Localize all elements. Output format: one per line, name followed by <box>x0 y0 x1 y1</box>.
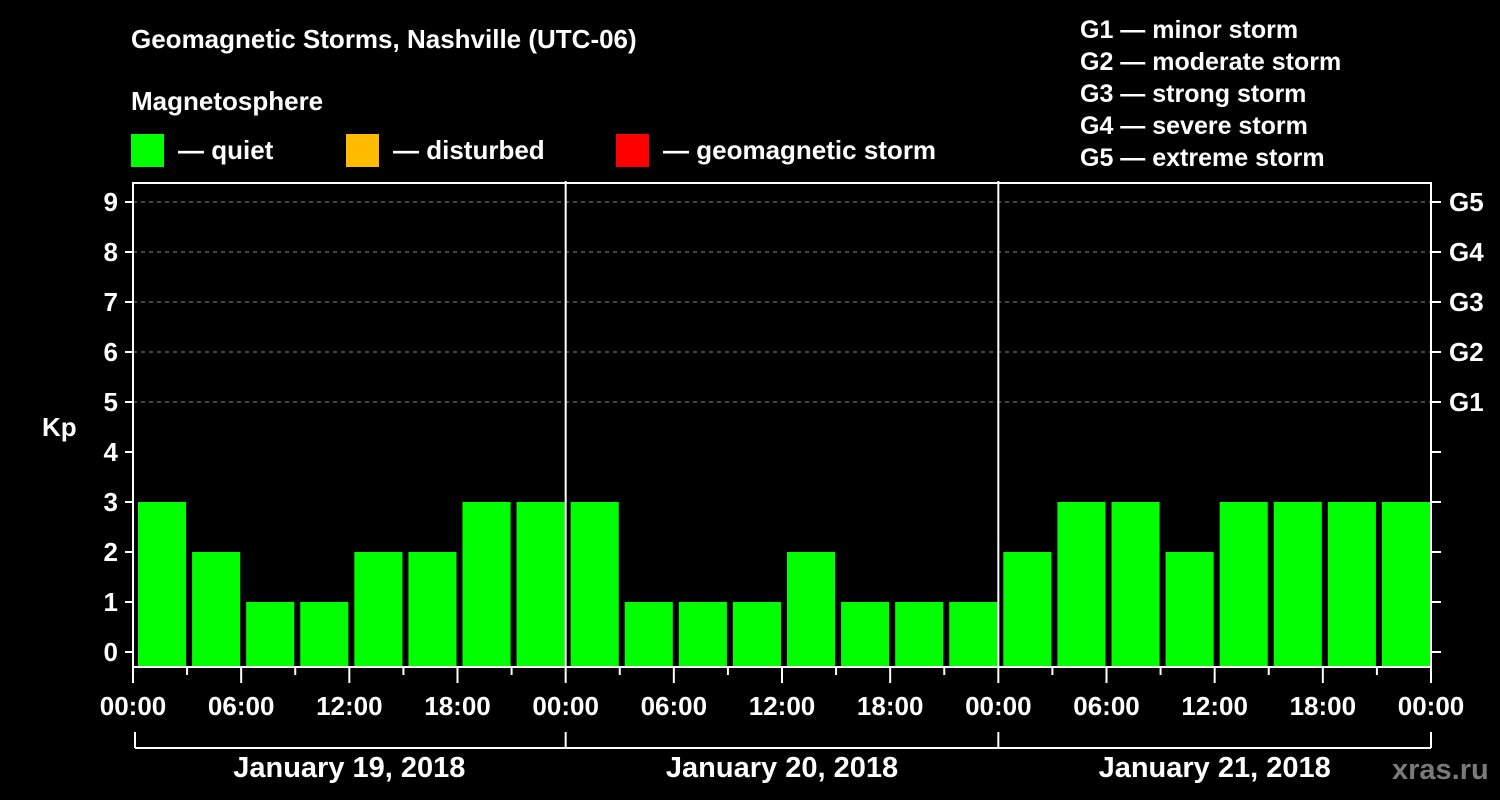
g3-legend: G3 — strong storm <box>1080 80 1307 108</box>
kp-bar <box>1057 502 1106 667</box>
x-tick-label: 12:00 <box>316 691 383 721</box>
kp-bar <box>138 502 187 667</box>
x-tick-label: 00:00 <box>965 691 1032 721</box>
y-tick-label: 7 <box>103 287 118 317</box>
y-tick-label: 6 <box>103 337 118 367</box>
g4-legend: G4 — severe storm <box>1080 112 1308 140</box>
g-tick-label: G4 <box>1449 237 1484 267</box>
kp-bar <box>462 502 511 667</box>
kp-bar <box>624 602 673 667</box>
y-tick-label: 9 <box>103 187 118 217</box>
y-tick-label: 2 <box>103 537 118 567</box>
kp-bar <box>192 552 241 667</box>
kp-bar <box>570 502 619 667</box>
g5-legend: G5 — extreme storm <box>1080 144 1325 172</box>
kp-bar <box>732 602 781 667</box>
legend-storm: — geomagnetic storm <box>616 133 936 167</box>
watermark: xras.ru <box>1392 754 1489 786</box>
kp-bar <box>1165 552 1214 667</box>
y-tick-label: 8 <box>103 237 118 267</box>
chart-title: Geomagnetic Storms, Nashville (UTC-06) <box>131 24 637 54</box>
chart-subtitle: Magnetosphere <box>131 86 324 116</box>
x-tick-label: 00:00 <box>99 691 167 721</box>
kp-bar <box>246 602 295 667</box>
y-tick-label: 3 <box>103 487 118 517</box>
x-tick-label: 06:00 <box>207 691 275 721</box>
day-label: January 19, 2018 <box>233 752 466 784</box>
kp-bar <box>949 602 998 667</box>
x-tick-label: 18:00 <box>1289 691 1357 721</box>
kp-bar <box>354 552 403 667</box>
y-tick-label: 5 <box>103 387 118 417</box>
x-tick-label: 06:00 <box>640 691 708 721</box>
kp-bar <box>1219 502 1268 667</box>
day-label: January 20, 2018 <box>665 752 899 784</box>
kp-bar <box>300 602 349 667</box>
x-tick-label: 12:00 <box>1181 691 1248 721</box>
kp-bar <box>1327 502 1376 667</box>
g-tick-label: G5 <box>1449 187 1484 217</box>
kp-bar <box>408 552 457 667</box>
kp-bar <box>1273 502 1322 667</box>
kp-bar <box>678 602 727 667</box>
day-label: January 21, 2018 <box>1098 752 1331 784</box>
kp-bar <box>1381 502 1430 667</box>
kp-bar <box>841 602 890 667</box>
legend-label: — geomagnetic storm <box>663 134 937 165</box>
x-tick-label: 06:00 <box>1073 691 1140 721</box>
legend-label: — quiet <box>178 134 274 165</box>
kp-bar <box>787 552 836 667</box>
legend-disturbed: — disturbed <box>346 133 545 167</box>
y-tick-label: 0 <box>103 637 118 667</box>
kp-bar <box>1003 552 1052 667</box>
g-tick-label: G1 <box>1449 387 1484 417</box>
x-tick-label: 00:00 <box>532 691 599 721</box>
g-tick-label: G3 <box>1449 287 1484 317</box>
g-tick-label: G2 <box>1449 337 1484 367</box>
kp-bar <box>895 602 944 667</box>
legend-quiet: — quiet <box>131 133 273 167</box>
y-tick-label: 4 <box>103 437 118 467</box>
x-tick-label: 12:00 <box>748 691 816 721</box>
x-tick-label: 18:00 <box>856 691 924 721</box>
x-tick-label: 18:00 <box>424 691 491 721</box>
storm-swatch-icon <box>616 133 649 167</box>
g1-legend: G1 — minor storm <box>1080 16 1299 44</box>
x-tick-label: 00:00 <box>1397 691 1465 721</box>
kp-bar <box>1111 502 1160 667</box>
quiet-swatch-icon <box>131 133 164 167</box>
disturbed-swatch-icon <box>346 133 379 167</box>
y-tick-label: 1 <box>103 587 118 617</box>
kp-bar <box>516 502 565 667</box>
legend-label: — disturbed <box>393 134 545 165</box>
y-axis-label: Kp <box>42 412 77 442</box>
g2-legend: G2 — moderate storm <box>1080 48 1342 76</box>
g-scale-legend: G1 — minor storm G2 — moderate storm G3 … <box>1080 14 1341 174</box>
